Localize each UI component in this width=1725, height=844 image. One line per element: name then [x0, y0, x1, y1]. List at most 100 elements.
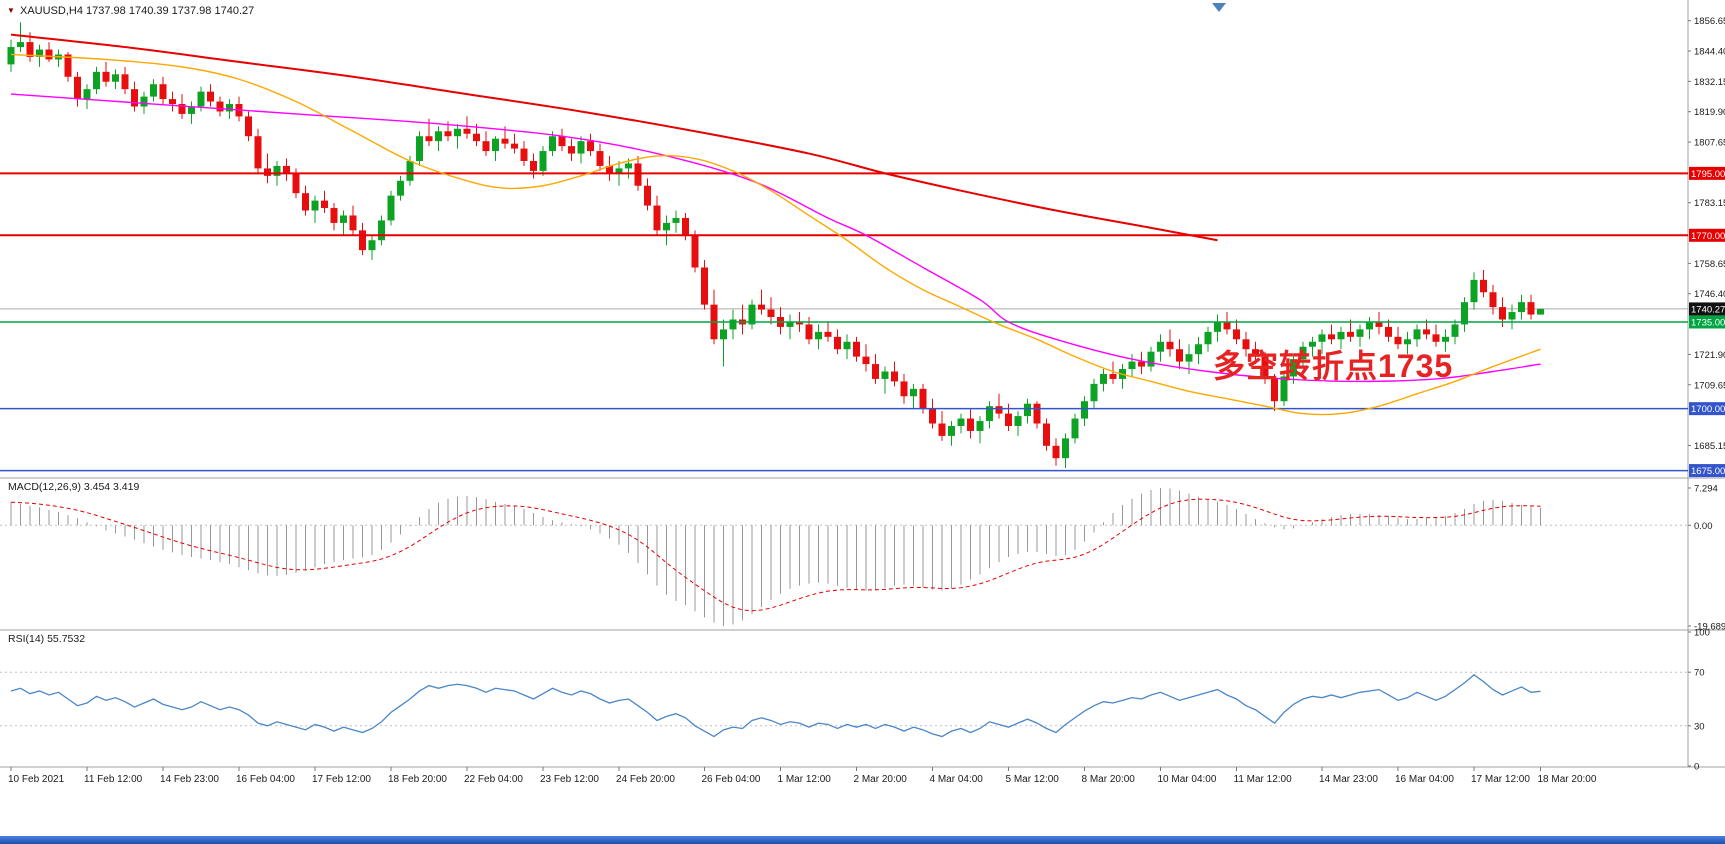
- symbol-marker-icon: ▼: [7, 6, 15, 15]
- candle-body: [102, 71, 110, 82]
- candle-body: [615, 168, 623, 174]
- time-axis-label: 1 Mar 12:00: [778, 774, 832, 785]
- time-axis-label: 8 Mar 20:00: [1082, 774, 1136, 785]
- candle-body: [1318, 334, 1326, 342]
- candle-body: [1404, 339, 1411, 345]
- candle-body: [1518, 302, 1525, 313]
- candle-body: [549, 136, 556, 152]
- candle-body: [634, 163, 642, 186]
- candle-body: [1328, 334, 1335, 340]
- price-axis-tick-label: 1783.15: [1694, 198, 1725, 209]
- candle-body: [26, 42, 34, 57]
- annotation-text[interactable]: 多空转折点1735: [1213, 348, 1454, 384]
- candle-body: [321, 200, 328, 209]
- candle-body: [663, 222, 670, 231]
- price-level-label: 1675.00: [1691, 466, 1725, 477]
- price-level-label-bg[interactable]: [1689, 166, 1725, 180]
- candle-body: [131, 89, 138, 107]
- candle-body: [796, 321, 803, 325]
- time-axis-label: 24 Feb 20:00: [616, 774, 675, 785]
- candle-body: [1508, 312, 1516, 320]
- candle-body: [1470, 279, 1478, 303]
- candle-body: [188, 106, 195, 114]
- candle-body: [720, 329, 727, 340]
- time-axis-label: 4 Mar 04:00: [930, 774, 984, 785]
- macd-indicator-label: MACD(12,26,9) 3.454 3.419: [8, 481, 140, 493]
- candle-body: [577, 141, 585, 154]
- candle-body: [900, 381, 908, 397]
- candle-body: [1223, 321, 1231, 330]
- candle-body: [159, 84, 167, 100]
- candle-body: [606, 165, 613, 174]
- candle-body: [264, 168, 271, 176]
- candle-body: [1499, 307, 1506, 320]
- candle-body: [957, 418, 965, 426]
- time-axis-label: 14 Feb 23:00: [160, 774, 219, 785]
- candle-body: [511, 143, 518, 149]
- candle-body: [1480, 279, 1487, 293]
- candle-body: [216, 101, 224, 112]
- candle-body: [1394, 336, 1402, 345]
- candle-body: [1204, 331, 1212, 345]
- taskbar[interactable]: [0, 836, 1725, 844]
- candle-body: [254, 136, 262, 169]
- candle-body: [1033, 403, 1041, 424]
- price-level-label-bg[interactable]: [1689, 315, 1725, 329]
- rsi-indicator-label: RSI(14) 55.7532: [8, 633, 86, 645]
- time-axis-label: 16 Feb 04:00: [236, 774, 295, 785]
- candle-body: [454, 128, 461, 137]
- candle-body: [1252, 349, 1259, 357]
- candle-body: [1442, 336, 1449, 342]
- candle-body: [283, 165, 290, 174]
- price-axis-tick-label: 1685.15: [1694, 441, 1725, 452]
- candle-body: [416, 136, 423, 161]
- candle-body: [112, 74, 119, 82]
- candle-body: [1423, 329, 1430, 335]
- candle-body: [83, 89, 91, 100]
- candle-body: [967, 418, 974, 431]
- candle-body: [748, 304, 756, 325]
- time-axis-label: 2 Mar 20:00: [854, 774, 908, 785]
- price-level-label-bg[interactable]: [1689, 228, 1725, 242]
- candle-body: [805, 324, 813, 340]
- candle-body: [834, 336, 841, 350]
- candle-body: [1271, 378, 1278, 402]
- ma-mid-magenta: [10, 93, 1541, 383]
- price-level-label-bg[interactable]: [1689, 402, 1725, 416]
- price-axis-tick-label: 1844.40: [1694, 47, 1725, 58]
- time-axis-label: 18 Feb 20:00: [388, 774, 447, 785]
- price-level-label: 1700.00: [1691, 404, 1725, 415]
- candle-body: [1375, 321, 1383, 327]
- time-axis-label: 18 Mar 20:00: [1538, 774, 1597, 785]
- candle-body: [1166, 341, 1174, 350]
- candle-body: [1090, 383, 1098, 402]
- candle-body: [378, 220, 385, 241]
- candle-body: [482, 141, 490, 152]
- candle-body: [1100, 373, 1107, 384]
- candle-body: [1109, 373, 1117, 379]
- candle-body: [169, 99, 176, 105]
- candle-body: [140, 96, 148, 107]
- candle-body: [1043, 423, 1050, 446]
- rsi-scale-label: 0: [1694, 762, 1699, 773]
- time-axis-label: 10 Feb 2021: [8, 774, 65, 785]
- candle-body: [815, 331, 822, 340]
- rsi-scale-label: 100: [1694, 628, 1710, 639]
- candle-body: [1280, 376, 1288, 402]
- price-level-label-bg[interactable]: [1689, 464, 1725, 478]
- time-axis-label: 10 Mar 04:00: [1158, 774, 1217, 785]
- candle-body: [359, 230, 366, 251]
- candle-body: [1157, 341, 1164, 352]
- rsi-scale-label: 30: [1694, 721, 1705, 732]
- candle-body: [1309, 341, 1316, 347]
- current-price-label-bg[interactable]: [1689, 302, 1725, 316]
- candle-body: [207, 91, 214, 102]
- price-axis-tick-label: 1709.65: [1694, 380, 1725, 391]
- macd-scale-label: -19.689: [1694, 622, 1725, 633]
- time-axis-label: 5 Mar 12:00: [1006, 774, 1060, 785]
- candle-body: [910, 388, 917, 397]
- candle-body: [17, 42, 24, 48]
- chart-shift-marker-icon[interactable]: [1212, 3, 1226, 12]
- candle-body: [197, 91, 205, 107]
